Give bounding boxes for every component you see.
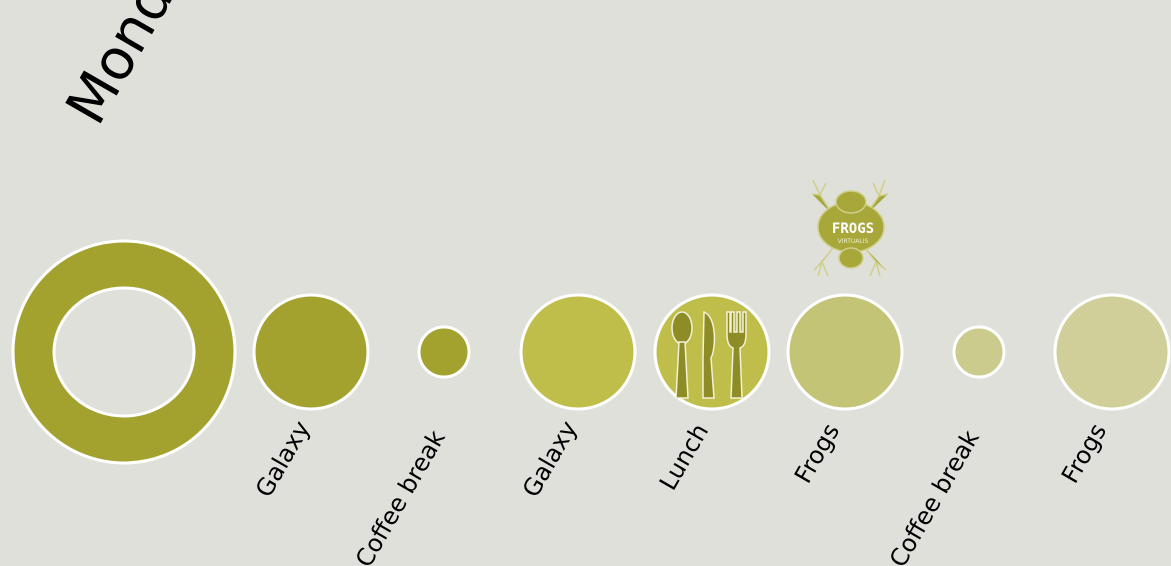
event-circle-galaxy-1 — [252, 293, 370, 411]
event-circle-coffee-break-1 — [417, 325, 471, 379]
cutlery-icon — [671, 310, 747, 399]
day-ring — [11, 239, 237, 465]
frogs-logo-subtext: VIRTUALIS — [838, 238, 869, 245]
event-circle-coffee-break-2 — [952, 325, 1006, 379]
event-circle-frogs-1 — [786, 293, 904, 411]
event-circle-frogs-2 — [1053, 293, 1171, 411]
frogs-logo: FROGS VIRTUALIS — [811, 179, 889, 277]
frogs-logo-text: FROGS — [832, 221, 874, 237]
event-circle-galaxy-2 — [519, 293, 637, 411]
